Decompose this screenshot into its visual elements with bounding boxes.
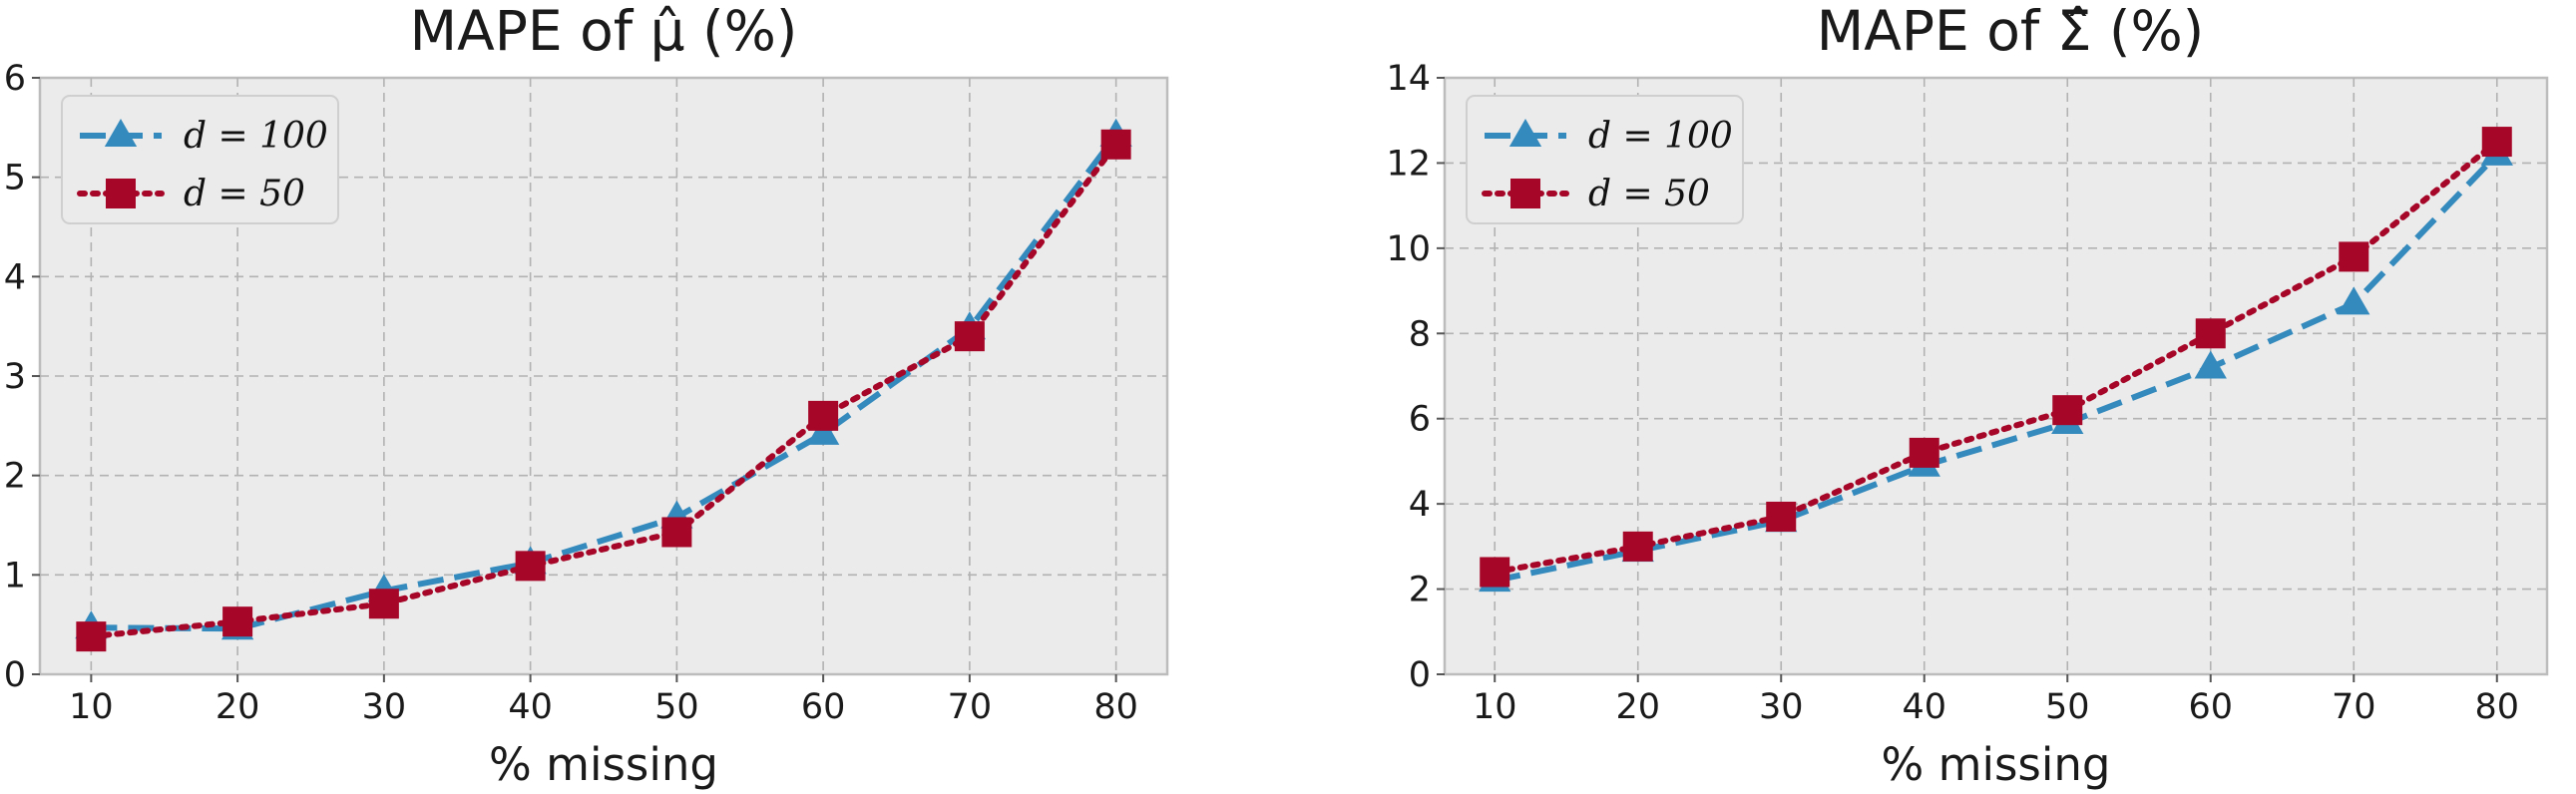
data-point-square (368, 589, 399, 619)
data-point-square (222, 606, 253, 637)
data-point-square (1909, 437, 1939, 468)
x-tick-label: 80 (1093, 687, 1138, 727)
legend-label: d = 100 (184, 116, 328, 157)
y-tick-label: 1 (4, 556, 26, 596)
y-tick-label: 4 (1409, 485, 1431, 525)
y-tick-label: 12 (1386, 144, 1431, 184)
chart-title: MAPE of μ̂ (%) (410, 0, 798, 63)
data-point-square (661, 517, 692, 548)
x-tick-label: 30 (362, 687, 407, 727)
legend-marker-square (1510, 179, 1540, 208)
y-tick-label: 2 (1409, 571, 1431, 610)
series-line (91, 133, 1118, 632)
x-tick-label: 70 (2332, 687, 2376, 727)
data-point-square (1622, 531, 1653, 562)
chart-title: MAPE of Σ̂ (%) (1817, 0, 2204, 63)
x-tick-label: 50 (654, 687, 699, 727)
y-tick-label: 8 (1409, 314, 1431, 354)
x-tick-label: 20 (215, 687, 260, 727)
y-tick-label: 6 (4, 59, 26, 99)
data-point-square (1480, 557, 1510, 588)
data-point-square (2052, 395, 2083, 426)
legend-label: d = 100 (1588, 116, 1733, 157)
chart-1: 10 20 30 40 50 60 70 80 0 1 2 3 4 5 6 % missing MAPE of … (4, 0, 1169, 791)
data-point-square (954, 321, 985, 352)
y-tick-label: 3 (4, 357, 26, 397)
y-tick-label: 2 (4, 457, 26, 497)
y-tick-label: 14 (1386, 59, 1431, 99)
x-tick-label: 40 (508, 687, 553, 727)
y-tick-label: 4 (4, 257, 26, 297)
x-tick-label: 80 (2474, 687, 2519, 727)
y-tick-label: 0 (4, 655, 26, 695)
data-point-square (808, 400, 839, 431)
legend-marker-triangle (104, 119, 138, 148)
series-line (1494, 152, 2499, 584)
y-tick-label: 10 (1386, 229, 1431, 269)
data-point-square (2195, 318, 2226, 349)
data-point-triangle (2338, 286, 2370, 315)
data-point-triangle (2194, 350, 2227, 379)
x-tick-label: 50 (2045, 687, 2090, 727)
y-tick-label: 0 (1409, 655, 1431, 695)
y-tick-label: 5 (4, 159, 26, 198)
legend-marker-triangle (1508, 119, 1542, 148)
data-point-square (76, 621, 107, 652)
x-tick-label: 60 (801, 687, 846, 727)
x-tick-label: 20 (1615, 687, 1660, 727)
x-axis-label: % missing (1882, 738, 2111, 791)
series-line (88, 141, 1119, 640)
data-point-square (1766, 501, 1797, 532)
chart-2: 10 20 30 40 50 60 70 80 0 2 4 6 8 10 12 14 % missing MAPE… (1386, 0, 2549, 791)
x-tick-label: 40 (1902, 687, 1946, 727)
y-tick-label: 6 (1409, 400, 1431, 440)
data-point-square (2339, 241, 2369, 272)
series-line (1492, 139, 2500, 576)
data-point-square (2481, 127, 2512, 158)
x-axis-label: % missing (489, 738, 718, 791)
legend-marker-square (106, 179, 136, 208)
data-point-square (1100, 129, 1131, 160)
x-tick-label: 60 (2188, 687, 2233, 727)
legend-label: d = 50 (1588, 174, 1710, 214)
legend-label: d = 50 (184, 174, 305, 214)
x-tick-label: 70 (948, 687, 993, 727)
x-tick-label: 10 (69, 687, 114, 727)
x-tick-label: 30 (1759, 687, 1804, 727)
data-point-square (515, 551, 546, 582)
x-tick-label: 10 (1473, 687, 1517, 727)
